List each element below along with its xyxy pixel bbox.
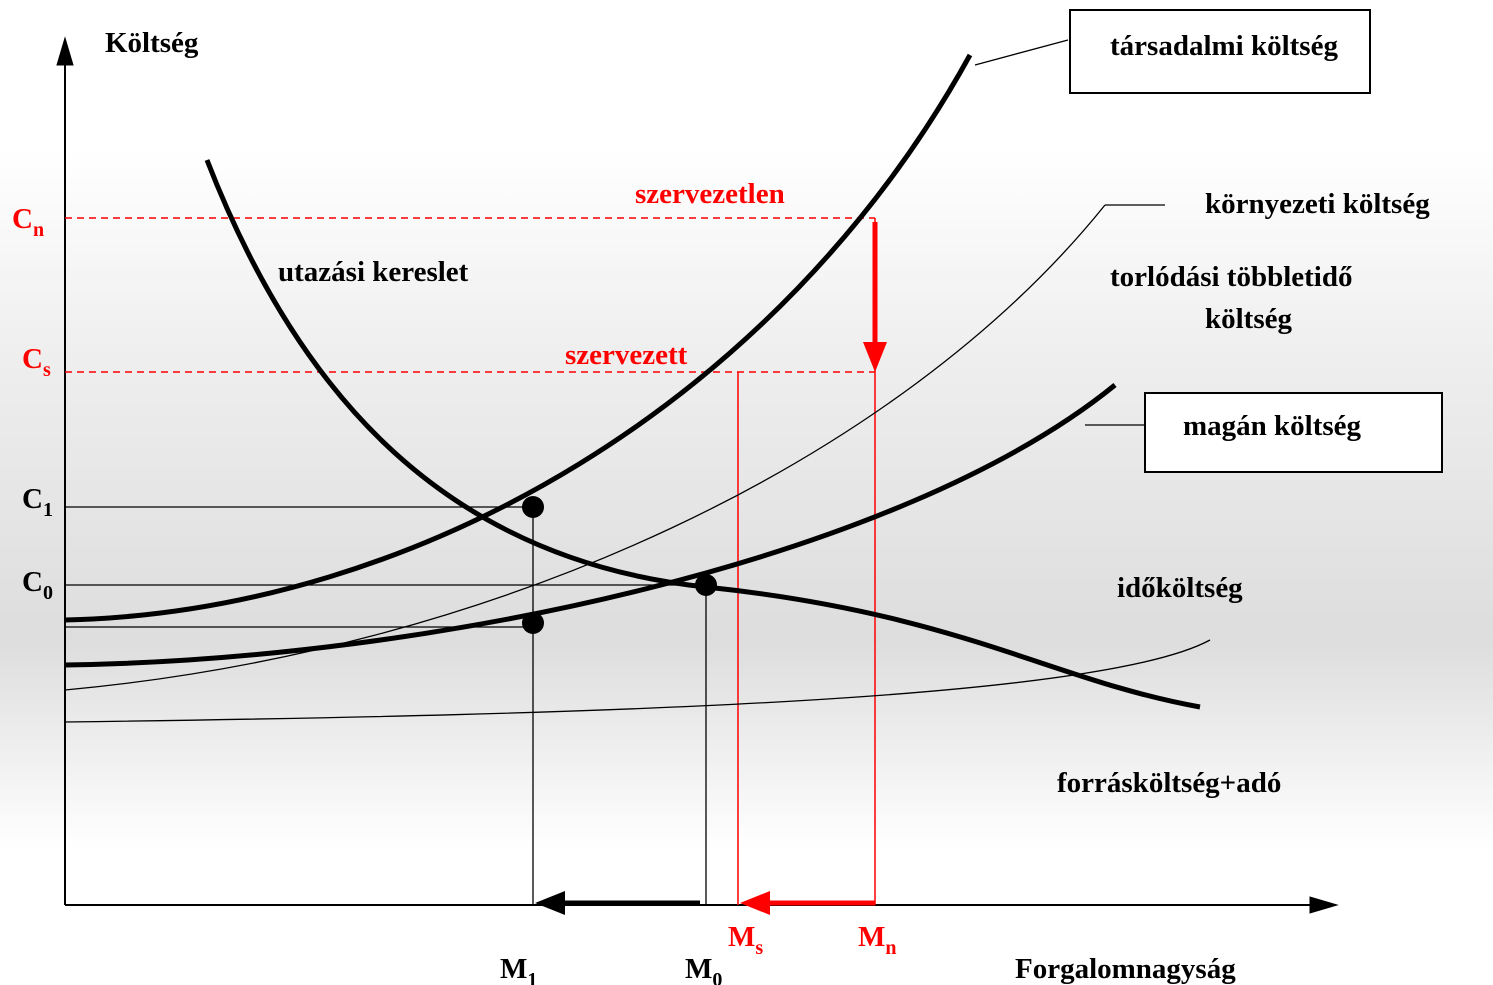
- level-sub: 1: [43, 499, 53, 521]
- label: magán költség: [1183, 410, 1362, 442]
- label: társadalmi költség: [1110, 30, 1338, 62]
- annotation: szervezett: [565, 339, 688, 371]
- label: költség: [1205, 303, 1293, 335]
- level-label: Ms: [728, 921, 763, 959]
- level-sub: 0: [712, 969, 722, 985]
- level-sub: n: [885, 937, 896, 959]
- level-base: C: [22, 483, 43, 515]
- level-base: C: [12, 203, 33, 235]
- label: utazási kereslet: [278, 256, 469, 288]
- level-base: M: [500, 953, 527, 985]
- label: forrásköltség+adó: [1057, 767, 1281, 799]
- level-base: M: [858, 921, 885, 953]
- level-sub: 1: [527, 969, 537, 985]
- level-sub: 0: [43, 582, 53, 604]
- label: torlódási többletidő: [1110, 261, 1353, 293]
- y-label: Költség: [105, 27, 199, 59]
- level-sub: s: [755, 937, 763, 959]
- level-base: M: [685, 953, 712, 985]
- diagram: Költség Forgalomnagyság CnCsC1C0M1M0MsMn…: [0, 0, 1493, 985]
- level-sub: n: [33, 219, 44, 241]
- annotation: szervezetlen: [635, 178, 785, 210]
- level-base: C: [22, 343, 43, 375]
- level-label: M1: [500, 953, 537, 985]
- level-base: C: [22, 566, 43, 598]
- background: [0, 150, 1493, 850]
- level-label: M0: [685, 953, 722, 985]
- label: környezeti költség: [1205, 188, 1430, 220]
- level-base: M: [728, 921, 755, 953]
- level-sub: s: [43, 359, 51, 381]
- x-label: Forgalomnagyság: [1015, 953, 1236, 985]
- level-label: Mn: [858, 921, 897, 959]
- label: időköltség: [1117, 572, 1243, 604]
